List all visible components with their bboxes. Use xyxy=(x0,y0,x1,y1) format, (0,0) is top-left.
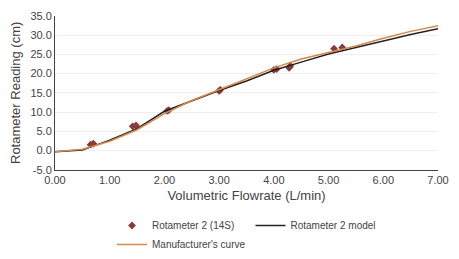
svg-text:20.0: 20.0 xyxy=(30,67,51,79)
svg-text:Rotameter 2 model: Rotameter 2 model xyxy=(290,220,375,231)
svg-text:15.0: 15.0 xyxy=(30,87,51,99)
svg-text:10.0: 10.0 xyxy=(30,106,51,118)
svg-text:25.0: 25.0 xyxy=(30,48,51,60)
svg-text:35.0: 35.0 xyxy=(30,10,51,22)
svg-text:Rotameter Reading (cm): Rotameter Reading (cm) xyxy=(8,22,23,164)
svg-text:4.00: 4.00 xyxy=(263,174,284,186)
svg-text:Rotameter 2 (14S): Rotameter 2 (14S) xyxy=(152,220,234,231)
svg-text:-5.0: -5.0 xyxy=(33,164,52,176)
svg-text:5.0: 5.0 xyxy=(37,125,52,137)
svg-text:0.00: 0.00 xyxy=(44,174,65,186)
svg-text:Manufacturer's curve: Manufacturer's curve xyxy=(152,239,245,250)
svg-text:30.0: 30.0 xyxy=(30,29,51,41)
svg-text:2.00: 2.00 xyxy=(154,174,175,186)
svg-text:0.0: 0.0 xyxy=(37,144,52,156)
svg-text:6.00: 6.00 xyxy=(373,174,394,186)
svg-text:7.00: 7.00 xyxy=(427,174,448,186)
svg-text:5.00: 5.00 xyxy=(318,174,339,186)
svg-text:Volumetric Flowrate (L/min): Volumetric Flowrate (L/min) xyxy=(167,188,325,203)
svg-text:1.00: 1.00 xyxy=(99,174,120,186)
svg-text:3.00: 3.00 xyxy=(208,174,229,186)
